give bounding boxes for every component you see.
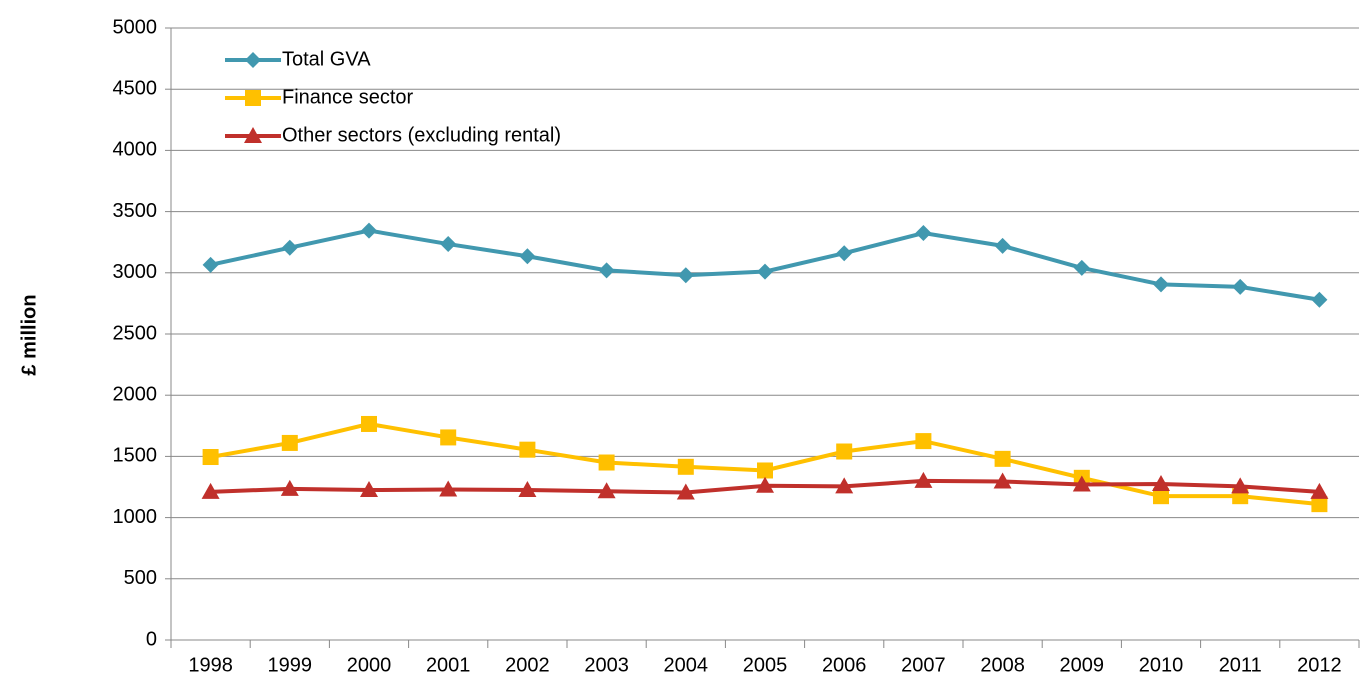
data-point bbox=[360, 481, 378, 498]
data-point bbox=[202, 449, 219, 466]
x-tick-label: 2001 bbox=[426, 654, 471, 676]
x-tick-label: 2012 bbox=[1297, 654, 1342, 676]
y-tick-label: 4000 bbox=[113, 139, 158, 161]
data-point bbox=[756, 476, 774, 493]
legend-marker bbox=[245, 90, 261, 106]
data-point bbox=[915, 433, 932, 450]
data-point bbox=[676, 483, 695, 500]
data-point bbox=[757, 263, 773, 280]
data-point bbox=[836, 245, 853, 262]
legend-marker bbox=[244, 127, 262, 143]
x-tick-label: 2007 bbox=[901, 654, 946, 676]
data-point bbox=[1072, 475, 1091, 492]
x-tick-label: 2008 bbox=[980, 654, 1025, 676]
data-point bbox=[202, 256, 219, 273]
data-point bbox=[993, 472, 1012, 489]
y-tick-label: 2000 bbox=[113, 383, 158, 405]
data-point bbox=[1232, 278, 1249, 295]
legend-marker bbox=[245, 52, 261, 68]
data-point bbox=[677, 267, 694, 284]
data-point bbox=[994, 237, 1011, 254]
y-tick-label: 2500 bbox=[113, 322, 158, 344]
data-point bbox=[994, 450, 1011, 467]
data-point bbox=[598, 262, 615, 279]
y-tick-label: 3500 bbox=[113, 200, 158, 222]
y-tick-label: 1000 bbox=[113, 506, 158, 528]
y-tick-label: 5000 bbox=[113, 16, 158, 38]
data-point bbox=[519, 248, 536, 265]
data-point bbox=[1152, 474, 1170, 491]
data-point bbox=[280, 479, 299, 496]
y-tick-label: 3000 bbox=[113, 261, 158, 283]
data-point bbox=[915, 225, 932, 242]
x-tick-label: 2006 bbox=[822, 654, 867, 676]
y-tick-label: 4500 bbox=[113, 77, 158, 99]
data-point bbox=[361, 222, 377, 239]
data-point bbox=[1073, 259, 1090, 276]
data-point bbox=[361, 415, 377, 432]
data-point bbox=[1153, 488, 1169, 505]
x-tick-label: 2002 bbox=[505, 654, 550, 676]
data-point bbox=[677, 458, 694, 475]
data-point bbox=[281, 434, 298, 451]
y-tick-label: 0 bbox=[146, 628, 157, 650]
x-tick-label: 2000 bbox=[347, 654, 392, 676]
data-point bbox=[439, 480, 458, 497]
x-tick-label: 1999 bbox=[268, 654, 313, 676]
y-tick-label: 500 bbox=[124, 567, 157, 589]
data-point bbox=[836, 443, 853, 460]
data-point bbox=[598, 454, 615, 471]
x-tick-label: 2011 bbox=[1219, 654, 1262, 676]
data-point bbox=[1231, 477, 1250, 494]
data-point bbox=[1153, 276, 1169, 293]
x-tick-label: 2005 bbox=[743, 654, 788, 676]
x-tick-label: 2009 bbox=[1060, 654, 1105, 676]
data-point bbox=[1311, 496, 1328, 513]
data-point bbox=[281, 239, 298, 256]
x-tick-label: 2004 bbox=[664, 654, 709, 676]
legend-label: Finance sector bbox=[282, 86, 414, 108]
y-tick-label: 1500 bbox=[113, 445, 158, 467]
legend-label: Other sectors (excluding rental) bbox=[282, 124, 561, 146]
x-tick-label: 2003 bbox=[584, 654, 629, 676]
data-point bbox=[597, 482, 616, 499]
data-point bbox=[757, 462, 773, 479]
data-point bbox=[519, 441, 536, 458]
x-tick-label: 1998 bbox=[188, 654, 233, 676]
data-point bbox=[201, 482, 220, 499]
legend-label: Total GVA bbox=[282, 48, 371, 70]
data-point bbox=[518, 481, 537, 498]
x-tick-label: 2010 bbox=[1139, 654, 1184, 676]
data-point bbox=[1310, 482, 1329, 499]
data-point bbox=[1311, 291, 1328, 308]
data-point bbox=[440, 236, 457, 253]
y-axis-label: £ million bbox=[18, 294, 40, 375]
data-point bbox=[835, 477, 854, 494]
data-point bbox=[914, 471, 933, 488]
data-point bbox=[440, 429, 457, 446]
